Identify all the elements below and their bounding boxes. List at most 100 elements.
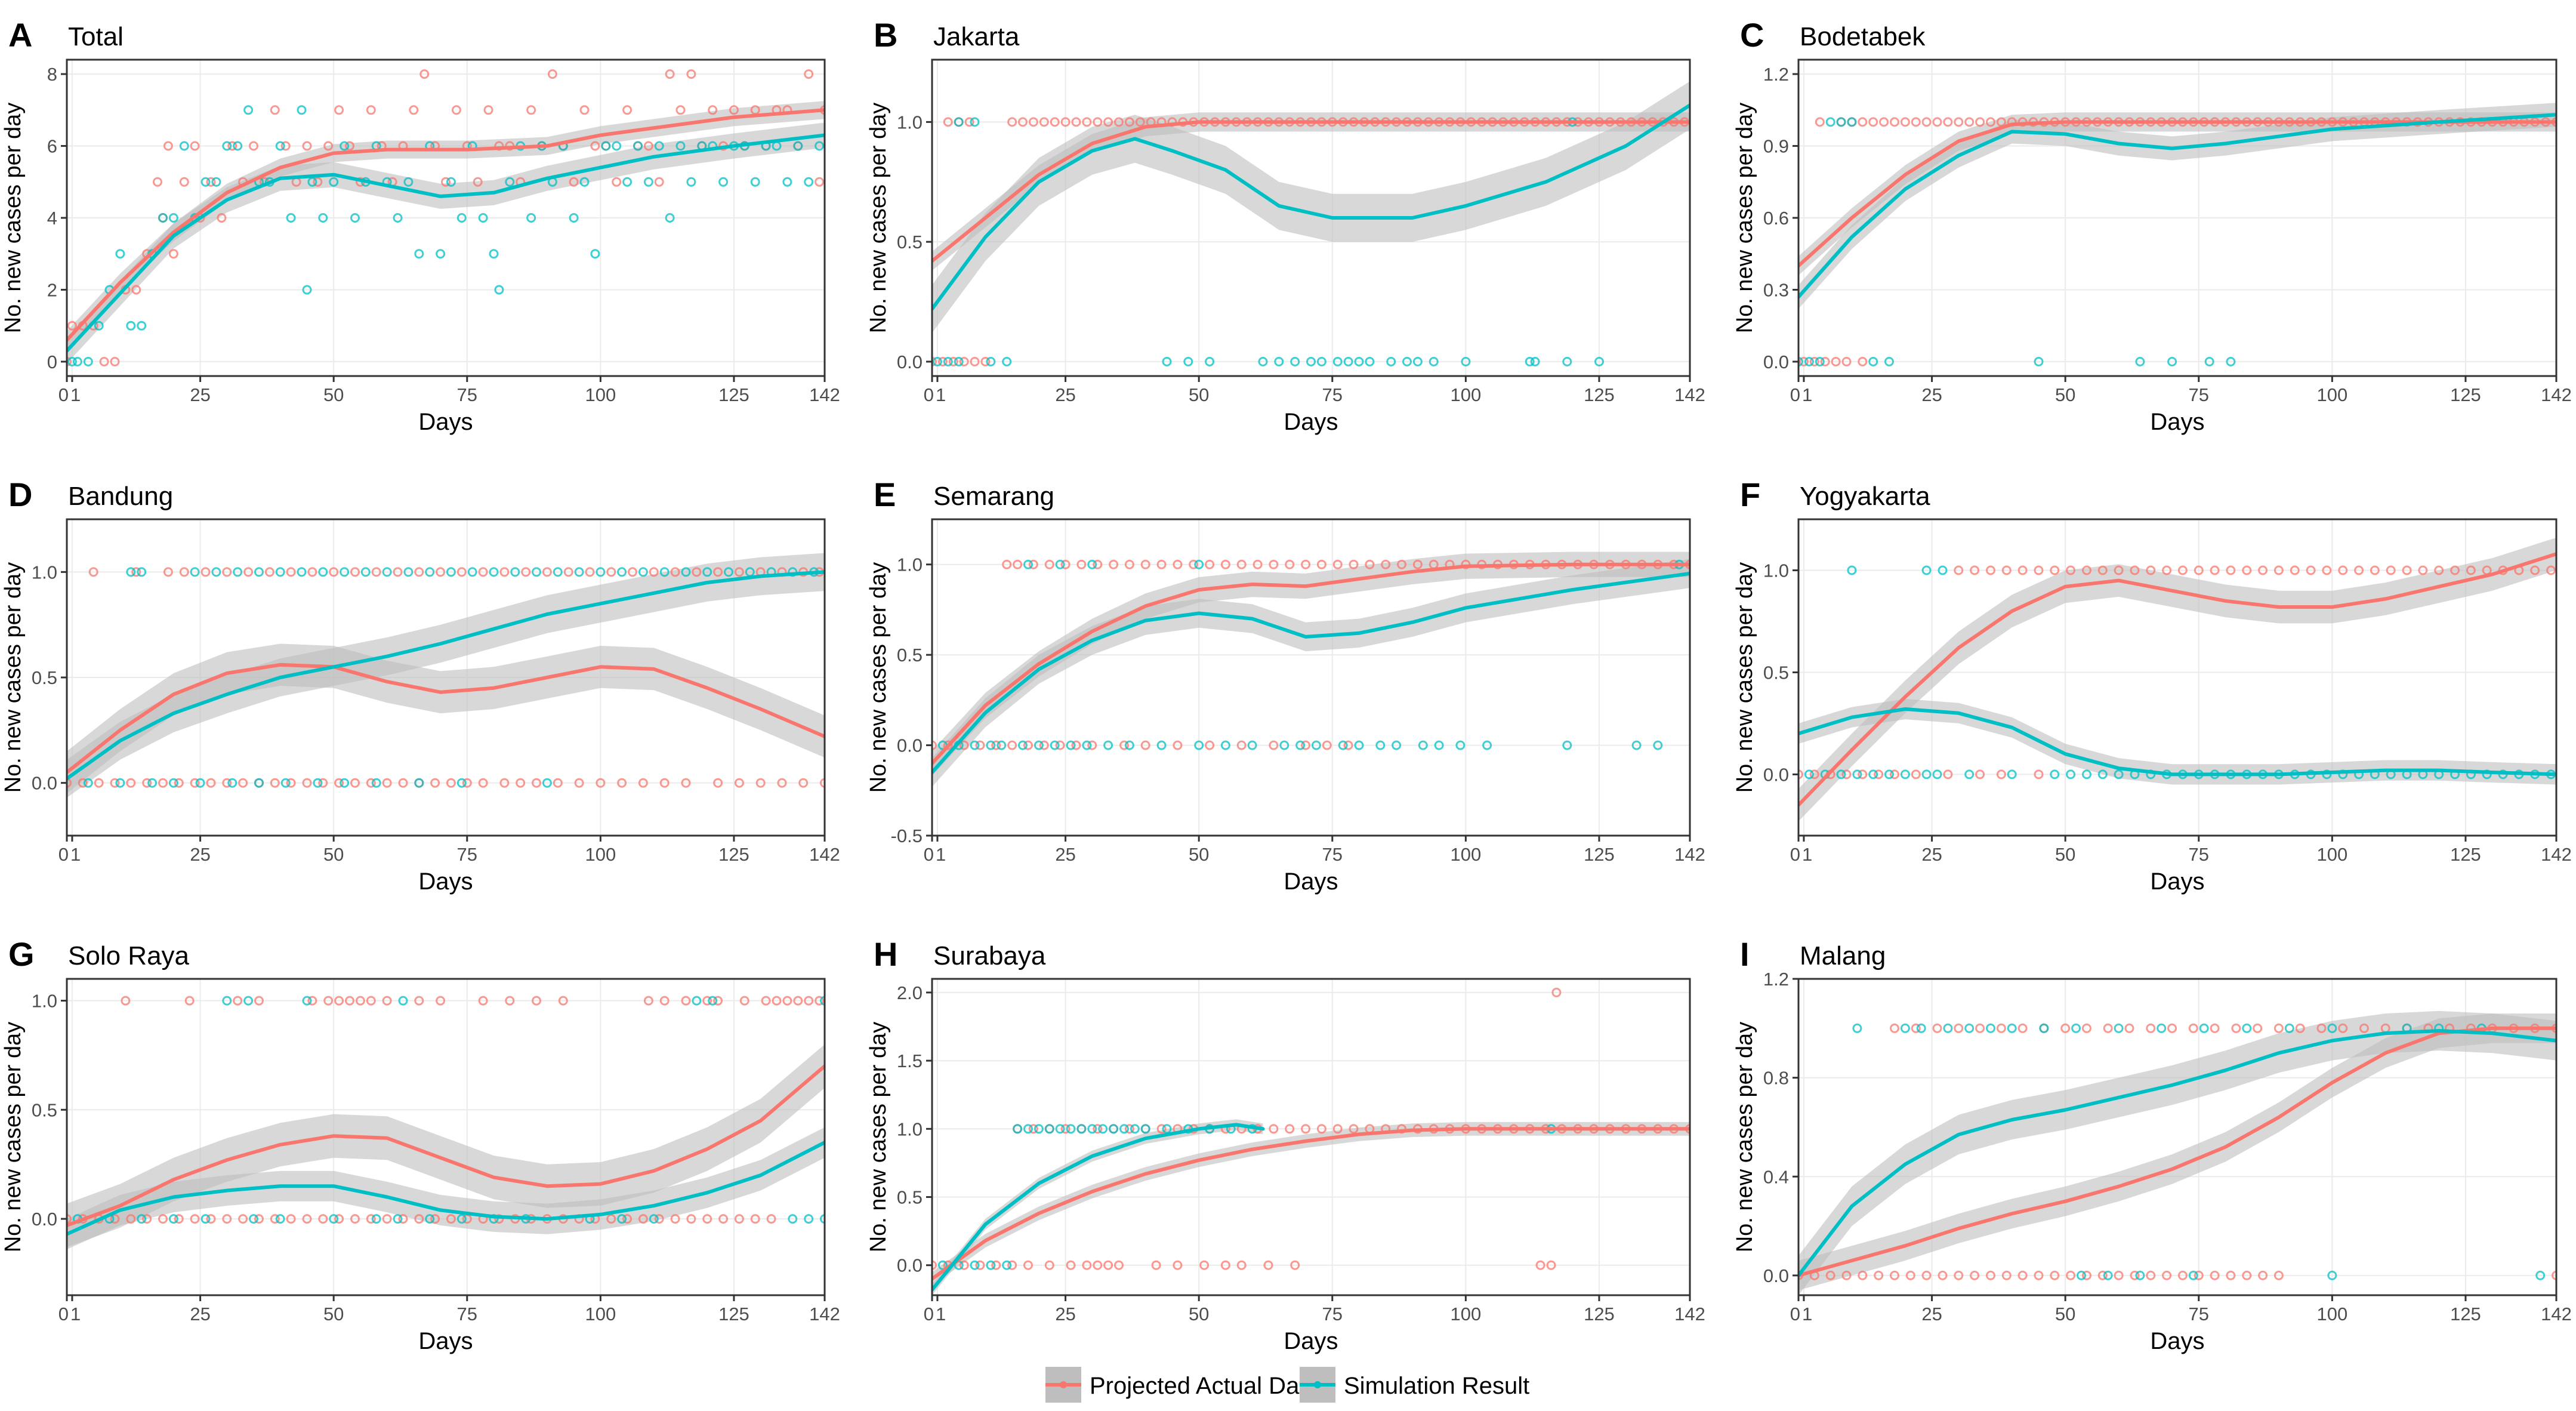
panel-e-letter: E xyxy=(874,476,896,513)
panel-d-simulation-point-1 xyxy=(115,778,125,788)
panel-d-simulation-point-10 xyxy=(371,778,381,788)
panel-c-x-tick-label-6: 125 xyxy=(2450,384,2481,405)
panel-f-actual-point-11 xyxy=(2034,769,2044,780)
panel-f-actual-point-43 xyxy=(2450,565,2460,575)
panel-h-x-tick-label-4: 75 xyxy=(1322,1304,1343,1324)
panel-d-actual-point-52 xyxy=(307,567,317,577)
panel-d-actual-point-10 xyxy=(222,778,232,788)
panel-d-actual-point-13 xyxy=(270,778,280,788)
panel-d-x-tick-label-7: 142 xyxy=(809,844,840,865)
panel-e-x-tick-label-4: 75 xyxy=(1322,844,1343,865)
panel-g-actual-point-67 xyxy=(739,996,749,1006)
panel-a-simulation-ci-band xyxy=(67,122,825,363)
panel-d-actual-point-39 xyxy=(755,778,766,788)
panel-h-y-tick-label-0: 0.0 xyxy=(897,1255,923,1276)
panel-a-simulation-point-43 xyxy=(505,177,515,187)
panel-e-actual-point-16 xyxy=(1269,740,1279,750)
panel-g-actual-point-8 xyxy=(190,1214,200,1224)
panel-d-actual-point-24 xyxy=(446,778,456,788)
panel-a-simulation-point-2 xyxy=(83,356,93,366)
panel-e-x-axis-title: Days xyxy=(1284,868,1338,895)
panel-h-actual-point-5 xyxy=(1007,1260,1017,1270)
panel-f-x-tick-label-0: 0 xyxy=(1790,844,1800,865)
panel-f-x-tick-label-3: 50 xyxy=(2055,844,2075,865)
panel-g-simulation-point-17 xyxy=(788,1214,798,1224)
panel-i-actual-point-23 xyxy=(2162,1270,2172,1280)
panel-g-simulation-point-23 xyxy=(398,996,408,1006)
panel-d-simulation-point-24 xyxy=(360,567,371,577)
panel-g-actual-point-18 xyxy=(350,1214,360,1224)
panel-c-y-tick-label-2: 0.6 xyxy=(1763,208,1789,229)
panel-a-actual-point-11 xyxy=(163,141,173,151)
panel-e-actual-point-29 xyxy=(1140,559,1150,569)
panel-b-y-tick-label-2: 1.0 xyxy=(897,112,923,133)
panel-f-actual-point-22 xyxy=(2114,565,2124,575)
panel-a-actual-point-20 xyxy=(249,141,258,151)
panel-a-simulation-point-66 xyxy=(750,177,760,187)
panel-g-simulation-point-9 xyxy=(393,1214,403,1224)
panel-g-y-tick-label-0: 0.0 xyxy=(32,1209,57,1230)
panel-d-actual-point-26 xyxy=(478,778,488,788)
panel-a-simulation-point-9 xyxy=(158,213,168,223)
panel-g-actual-point-17 xyxy=(334,1214,344,1224)
panel-e-actual-point-10 xyxy=(1087,740,1097,750)
panel-h-actual-point-11 xyxy=(1103,1260,1113,1270)
panel-c-x-tick-label-3: 50 xyxy=(2055,384,2075,405)
panel-d-simulation-point-6 xyxy=(254,778,264,788)
panel-i-x-tick-label-1: 1 xyxy=(1802,1304,1812,1324)
panel-i-actual-point-38 xyxy=(2017,1023,2028,1033)
panel-i-actual-point-25 xyxy=(2194,1270,2204,1280)
panel-i-title: Malang xyxy=(1800,941,1886,971)
panel-i-simulation-smooth-line xyxy=(1798,1029,2556,1277)
panel-d-simulation-point-20 xyxy=(275,567,285,577)
panel-h-actual-point-7 xyxy=(1044,1260,1054,1270)
panel-c-simulation-point-0 xyxy=(1798,356,1803,366)
panel-d-actual-point-1 xyxy=(78,778,88,788)
panel-f-actual-ci-band xyxy=(1798,537,2556,822)
panel-g-x-tick-label-4: 75 xyxy=(457,1304,477,1324)
panel-g-simulation-point-19 xyxy=(820,1214,825,1224)
panel-h-actual-point-12 xyxy=(1114,1260,1124,1270)
panel-g-simulation-point-4 xyxy=(200,1214,211,1224)
panel-i-actual-point-4 xyxy=(1858,1270,1868,1280)
panel-g-actual-point-36 xyxy=(638,1214,648,1224)
panel-i-simulation-point-14 xyxy=(2327,1023,2337,1033)
panel-i-simulation-point-3 xyxy=(1943,1023,1953,1033)
panel-i-simulation-point-0 xyxy=(1852,1023,1862,1033)
panel-c: 0.00.30.60.91.20 1 25 50 75 100 125 142DaysNo. … xyxy=(1732,16,2572,435)
panel-i-actual-point-20 xyxy=(2114,1270,2124,1280)
panel-c-simulation-point-10 xyxy=(2167,356,2177,366)
panel-e-actual-point-40 xyxy=(1316,559,1326,569)
panel-c-actual-point-10 xyxy=(1868,117,1878,127)
panel-g-actual-point-4 xyxy=(126,1214,136,1224)
panel-d-simulation-point-19 xyxy=(254,567,264,577)
panel-d-actual-point-59 xyxy=(456,567,467,577)
panel-a-simulation-point-69 xyxy=(782,177,792,187)
panel-a-actual-point-73 xyxy=(815,177,825,187)
panel-d-actual-point-18 xyxy=(350,778,360,788)
panel-e-actual-point-17 xyxy=(1301,740,1311,750)
panel-e-actual-point-18 xyxy=(1322,740,1332,750)
panel-d-actual-point-65 xyxy=(585,567,595,577)
panel-g-simulation-point-25 xyxy=(708,996,718,1006)
panel-g-actual-point-61 xyxy=(558,996,568,1006)
panel-g-actual-point-5 xyxy=(142,1214,152,1224)
panel-h-actual-point-21 xyxy=(1546,1260,1556,1270)
panel-i-actual-point-7 xyxy=(1905,1270,1915,1280)
panel-c-x-tick-label-7: 142 xyxy=(2541,384,2572,405)
panel-e-actual-point-25 xyxy=(1076,559,1087,569)
panel-i-actual-point-3 xyxy=(1841,1270,1852,1280)
panel-a-x-tick-label-0: 0 xyxy=(58,384,69,405)
panel-b-actual-point-1 xyxy=(937,356,948,366)
panel-c-x-tick-label-0: 0 xyxy=(1790,384,1800,405)
panel-f-actual-point-29 xyxy=(2226,565,2236,575)
panel-f-actual-point-17 xyxy=(2034,565,2044,575)
panel-a-y-axis-title: No. new cases per day xyxy=(1,103,26,334)
panel-a-actual-point-36 xyxy=(419,69,430,79)
panel-f-actual-point-21 xyxy=(2097,565,2108,575)
panel-b-simulation-point-6 xyxy=(970,117,980,127)
panel-d-simulation-ci-band xyxy=(67,553,825,798)
panel-a-actual-point-22 xyxy=(270,105,280,115)
panel-h-simulation-point-5 xyxy=(1013,1124,1023,1134)
